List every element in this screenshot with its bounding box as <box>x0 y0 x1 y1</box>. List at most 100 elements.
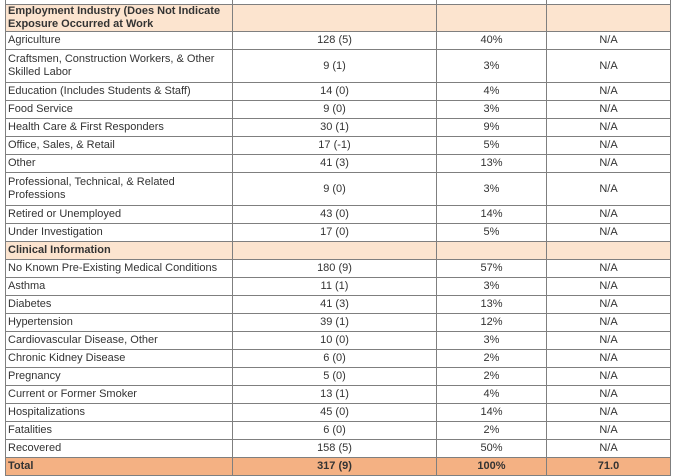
section-cell <box>232 4 437 32</box>
table-row: Hypertension 39 (1) 12% N/A <box>5 313 671 332</box>
section-cell <box>546 4 671 32</box>
total-label: Total <box>5 457 233 476</box>
row-extra: N/A <box>546 349 671 368</box>
table-row: Retired or Unemployed 43 (0) 14% N/A <box>5 205 671 224</box>
table-row: Chronic Kidney Disease 6 (0) 2% N/A <box>5 349 671 368</box>
row-percent: 14% <box>436 403 547 422</box>
row-label: No Known Pre-Existing Medical Conditions <box>5 259 233 278</box>
row-count: 10 (0) <box>232 331 437 350</box>
row-extra: N/A <box>546 172 671 206</box>
row-count: 30 (1) <box>232 118 437 137</box>
row-label: Hospitalizations <box>5 403 233 422</box>
row-label: Craftsmen, Construction Workers, & Other… <box>5 49 233 83</box>
table-row: No Known Pre-Existing Medical Conditions… <box>5 259 671 278</box>
row-extra: N/A <box>546 49 671 83</box>
row-percent: 2% <box>436 367 547 386</box>
section-cell <box>436 4 547 32</box>
row-percent: 4% <box>436 82 547 101</box>
row-count: 128 (5) <box>232 31 437 50</box>
case-data-table: Employment Industry (Does Not Indicate E… <box>5 0 671 476</box>
row-count: 11 (1) <box>232 277 437 296</box>
data-table-container: Employment Industry (Does Not Indicate E… <box>5 0 671 476</box>
row-count: 6 (0) <box>232 349 437 368</box>
section-title: Employment Industry (Does Not Indicate E… <box>5 4 233 32</box>
table-row: Health Care & First Responders 30 (1) 9% N/… <box>5 118 671 137</box>
row-percent: 3% <box>436 100 547 119</box>
row-percent: 13% <box>436 154 547 173</box>
table-row: Recovered 158 (5) 50% N/A <box>5 439 671 458</box>
row-percent: 13% <box>436 295 547 314</box>
row-extra: N/A <box>546 136 671 155</box>
row-count: 13 (1) <box>232 385 437 404</box>
row-extra: N/A <box>546 367 671 386</box>
row-count: 9 (0) <box>232 172 437 206</box>
row-extra: N/A <box>546 259 671 278</box>
row-extra: N/A <box>546 31 671 50</box>
row-percent: 3% <box>436 331 547 350</box>
row-label: Hypertension <box>5 313 233 332</box>
row-label: Fatalities <box>5 421 233 440</box>
row-percent: 50% <box>436 439 547 458</box>
row-extra: N/A <box>546 403 671 422</box>
table-body: Employment Industry (Does Not Indicate E… <box>5 0 671 476</box>
row-extra: N/A <box>546 385 671 404</box>
total-extra: 71.0 <box>546 457 671 476</box>
table-row: Under Investigation 17 (0) 5% N/A <box>5 223 671 242</box>
row-label: Office, Sales, & Retail <box>5 136 233 155</box>
row-count: 41 (3) <box>232 154 437 173</box>
row-count: 9 (1) <box>232 49 437 83</box>
row-percent: 3% <box>436 277 547 296</box>
row-count: 180 (9) <box>232 259 437 278</box>
row-percent: 2% <box>436 421 547 440</box>
table-row: Cardiovascular Disease, Other 10 (0) 3% N/A <box>5 331 671 350</box>
row-label: Diabetes <box>5 295 233 314</box>
row-label: Cardiovascular Disease, Other <box>5 331 233 350</box>
table-row: Craftsmen, Construction Workers, & Other… <box>5 49 671 83</box>
row-count: 39 (1) <box>232 313 437 332</box>
row-extra: N/A <box>546 118 671 137</box>
row-count: 9 (0) <box>232 100 437 119</box>
row-extra: N/A <box>546 277 671 296</box>
row-count: 41 (3) <box>232 295 437 314</box>
table-row: Food Service 9 (0) 3% N/A <box>5 100 671 119</box>
total-row: Total 317 (9) 100% 71.0 <box>5 457 671 476</box>
row-percent: 12% <box>436 313 547 332</box>
row-percent: 5% <box>436 136 547 155</box>
table-row: Pregnancy 5 (0) 2% N/A <box>5 367 671 386</box>
row-label: Agriculture <box>5 31 233 50</box>
row-percent: 4% <box>436 385 547 404</box>
total-count: 317 (9) <box>232 457 437 476</box>
row-label: Current or Former Smoker <box>5 385 233 404</box>
row-extra: N/A <box>546 223 671 242</box>
row-extra: N/A <box>546 313 671 332</box>
row-count: 43 (0) <box>232 205 437 224</box>
section-header-row: Employment Industry (Does Not Indicate E… <box>5 4 671 32</box>
row-percent: 57% <box>436 259 547 278</box>
row-extra: N/A <box>546 331 671 350</box>
row-count: 17 (0) <box>232 223 437 242</box>
table-row: Hospitalizations 45 (0) 14% N/A <box>5 403 671 422</box>
row-label: Retired or Unemployed <box>5 205 233 224</box>
row-label: Health Care & First Responders <box>5 118 233 137</box>
table-row: Diabetes 41 (3) 13% N/A <box>5 295 671 314</box>
row-percent: 3% <box>436 49 547 83</box>
row-percent: 3% <box>436 172 547 206</box>
table-row: Agriculture 128 (5) 40% N/A <box>5 31 671 50</box>
row-count: 17 (-1) <box>232 136 437 155</box>
row-percent: 9% <box>436 118 547 137</box>
row-percent: 14% <box>436 205 547 224</box>
row-count: 158 (5) <box>232 439 437 458</box>
row-extra: N/A <box>546 205 671 224</box>
row-extra: N/A <box>546 439 671 458</box>
row-count: 5 (0) <box>232 367 437 386</box>
row-label: Education (Includes Students & Staff) <box>5 82 233 101</box>
row-extra: N/A <box>546 100 671 119</box>
row-label: Under Investigation <box>5 223 233 242</box>
table-row: Education (Includes Students & Staff) 14 … <box>5 82 671 101</box>
row-percent: 2% <box>436 349 547 368</box>
section-cell <box>232 241 437 260</box>
row-label: Chronic Kidney Disease <box>5 349 233 368</box>
row-count: 6 (0) <box>232 421 437 440</box>
table-row: Other 41 (3) 13% N/A <box>5 154 671 173</box>
row-count: 14 (0) <box>232 82 437 101</box>
